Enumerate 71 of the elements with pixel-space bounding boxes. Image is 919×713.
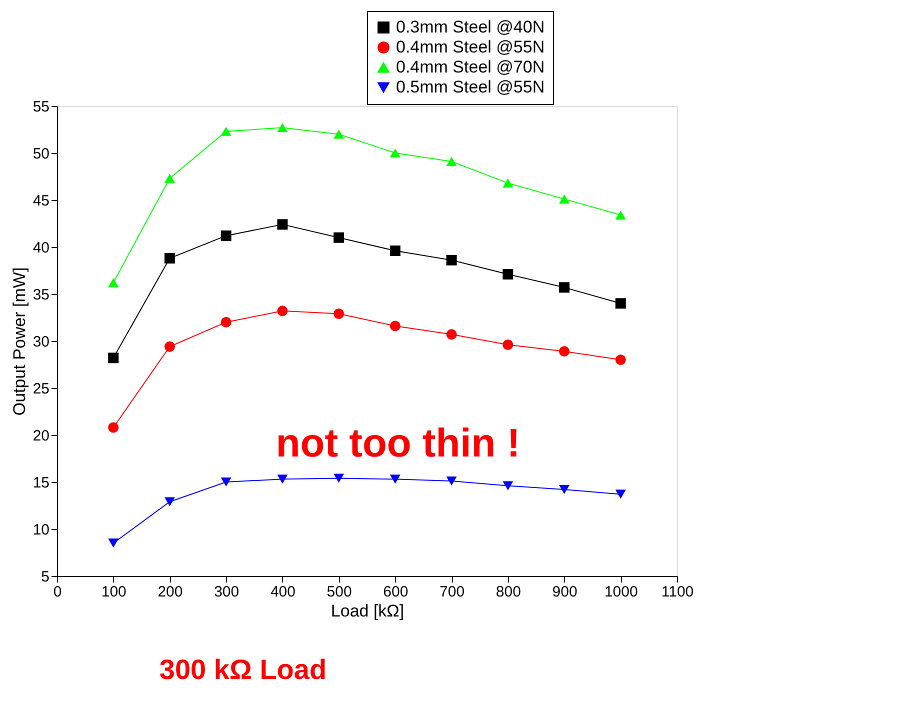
point xyxy=(446,329,457,340)
y-tick-label: 40 xyxy=(32,240,50,256)
point xyxy=(220,230,232,241)
point xyxy=(220,126,232,136)
point xyxy=(108,278,119,288)
x-tick-label: 600 xyxy=(383,584,408,600)
y-tick-label: 5 xyxy=(41,568,50,586)
point xyxy=(108,538,119,548)
x-tick-label: 700 xyxy=(440,584,465,600)
point xyxy=(446,156,457,166)
point xyxy=(559,346,570,357)
point xyxy=(559,484,570,494)
x-tick-label: 1100 xyxy=(661,584,694,600)
point xyxy=(108,422,119,433)
x-tick-label: 800 xyxy=(496,584,521,600)
text: 300 kΩ Load xyxy=(159,654,327,685)
legend-label: 0.3mm Steel @40N xyxy=(396,18,545,36)
point xyxy=(164,341,175,352)
point xyxy=(446,476,457,486)
point xyxy=(334,130,344,139)
point xyxy=(390,246,400,256)
y-tick-label: 10 xyxy=(32,522,50,538)
y-tick-label: 30 xyxy=(32,334,50,350)
legend-label: 0.5mm Steel @55N xyxy=(396,78,545,96)
point xyxy=(390,474,400,484)
point xyxy=(446,254,457,266)
point xyxy=(390,320,400,332)
point xyxy=(559,194,570,204)
y-tick-label: 45 xyxy=(32,192,50,210)
point xyxy=(615,210,626,220)
legend-label: 0.4mm Steel @55N xyxy=(396,38,545,56)
point xyxy=(164,497,175,506)
point xyxy=(502,481,514,490)
point xyxy=(502,340,514,350)
legend-label: 0.4mm Steel @70N xyxy=(396,58,545,76)
y-axis-title: Output Power [mW] xyxy=(10,267,29,416)
x-tick-label: 1000 xyxy=(604,584,638,600)
point xyxy=(334,232,344,243)
point xyxy=(615,490,626,499)
y-tick-label: 35 xyxy=(32,286,50,304)
point xyxy=(220,477,232,487)
y-tick-label: 50 xyxy=(32,146,50,162)
point xyxy=(220,316,232,328)
point xyxy=(277,123,288,132)
point xyxy=(390,148,400,158)
x-axis-title: Load [kΩ] xyxy=(330,602,404,620)
point xyxy=(334,308,344,319)
point xyxy=(615,298,626,309)
x-tick-label: 0 xyxy=(53,584,62,600)
point xyxy=(277,474,288,484)
y-tick-label: 25 xyxy=(32,380,50,398)
point xyxy=(108,352,119,364)
x-tick-label: 100 xyxy=(101,584,126,600)
annotation: not too thin ! xyxy=(276,421,520,466)
point xyxy=(277,306,288,316)
point xyxy=(277,219,288,230)
x-tick-label: 500 xyxy=(326,584,352,600)
x-tick-label: 200 xyxy=(158,584,183,600)
point xyxy=(559,282,570,293)
point xyxy=(502,178,514,188)
x-tick-label: 400 xyxy=(270,584,296,600)
x-tick-label: 300 xyxy=(214,584,240,600)
point xyxy=(164,174,175,183)
point xyxy=(164,253,175,264)
point xyxy=(334,474,344,483)
y-tick-label: 55 xyxy=(32,98,50,116)
point xyxy=(615,354,626,366)
y-tick-label: 20 xyxy=(32,428,50,444)
y-tick-label: 15 xyxy=(32,474,50,492)
point xyxy=(502,269,514,280)
x-tick-label: 900 xyxy=(552,584,578,600)
